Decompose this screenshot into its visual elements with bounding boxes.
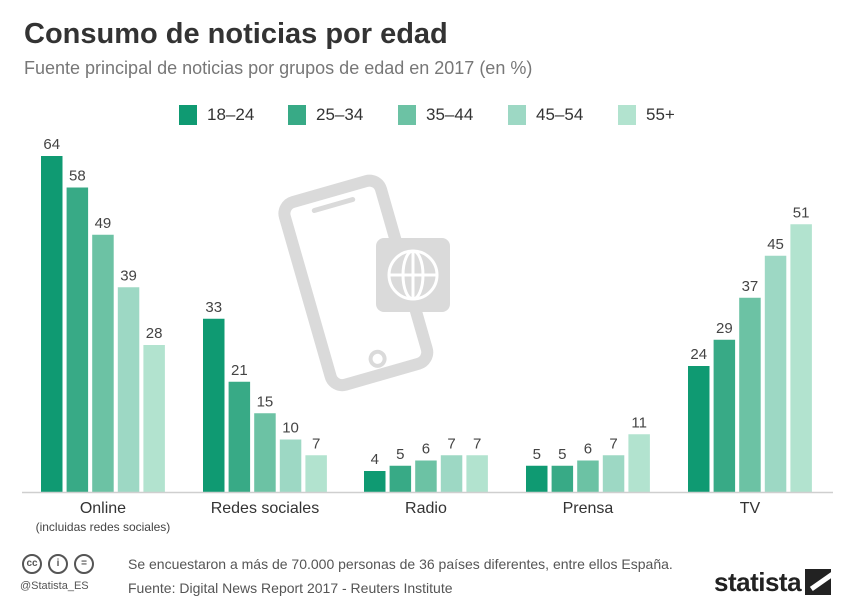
bar — [466, 455, 488, 492]
bar-value-label: 11 — [631, 414, 647, 431]
bar-value-label: 21 — [231, 362, 248, 379]
category-label: Online — [80, 500, 126, 517]
bar-value-label: 37 — [742, 278, 759, 295]
bar — [66, 187, 89, 492]
bar — [117, 287, 140, 492]
bar-value-label: 49 — [95, 215, 112, 232]
bar — [389, 465, 412, 492]
legend-swatch — [618, 105, 636, 125]
category-labels-group: Online (incluidas redes sociales) Redes so… — [36, 500, 761, 534]
bar-value-label: 28 — [146, 325, 163, 342]
legend: 18–24 25–34 35–44 45–54 55+ — [0, 102, 853, 128]
bar-value-label: 5 — [558, 446, 566, 463]
chart-subtitle: Fuente principal de noticias por grupos … — [24, 58, 533, 78]
bar-value-label: 58 — [69, 168, 86, 185]
bar — [279, 439, 302, 492]
bar — [415, 460, 437, 492]
bar — [305, 455, 327, 492]
category-sublabel: (incluidas redes sociales) — [36, 520, 171, 534]
survey-note: Se encuestaron a más de 70.000 personas … — [128, 556, 673, 572]
statista-mark-icon — [805, 569, 832, 595]
legend-swatch — [288, 105, 306, 125]
bar-value-label: 24 — [690, 346, 707, 363]
bar — [364, 471, 386, 492]
bar — [790, 224, 812, 492]
bar-value-label: 4 — [371, 451, 379, 468]
legend-swatch — [398, 105, 416, 125]
legend-swatch — [179, 105, 197, 125]
phone-illustration-icon — [278, 174, 450, 392]
bar — [228, 381, 251, 492]
legend-label: 35–44 — [426, 105, 474, 124]
bar — [203, 318, 225, 492]
bar — [764, 255, 787, 492]
bar — [628, 434, 650, 492]
bar-value-label: 39 — [120, 267, 137, 284]
bar — [577, 460, 599, 492]
statista-logo[interactable]: statista — [714, 566, 832, 598]
license-icons: cc i = — [22, 554, 112, 578]
bar-value-label: 33 — [205, 299, 222, 316]
bar — [143, 345, 165, 492]
bar-value-label: 6 — [422, 441, 430, 458]
no-derivatives-icon: = — [74, 554, 94, 574]
bar — [713, 339, 736, 492]
category-label: Radio — [405, 500, 447, 517]
bar-value-label: 7 — [447, 435, 455, 452]
bar-value-label: 5 — [533, 446, 541, 463]
bar-value-label: 45 — [767, 236, 784, 253]
bar-value-label: 6 — [584, 441, 592, 458]
bar — [688, 366, 710, 492]
category-label: Prensa — [563, 500, 614, 517]
legend-swatch — [508, 105, 526, 125]
legend-label: 25–34 — [316, 105, 364, 124]
attribution-icon: i — [48, 554, 68, 574]
bar-value-label: 7 — [312, 435, 320, 452]
legend-label: 45–54 — [536, 105, 584, 124]
creative-commons-icon: cc — [22, 554, 42, 574]
legend-label: 55+ — [646, 105, 675, 124]
social-handle: @Statista_ES — [20, 580, 89, 592]
brand-name: statista — [714, 566, 802, 597]
category-label: Redes sociales — [211, 500, 320, 517]
bar — [41, 156, 63, 492]
bar-value-label: 5 — [396, 446, 404, 463]
legend-item-18-24: 18–24 — [179, 102, 254, 128]
bar-value-label: 29 — [716, 320, 733, 337]
legend-item-25-34: 25–34 — [288, 102, 363, 128]
bar-value-label: 15 — [257, 393, 274, 410]
source-text: Fuente: Digital News Report 2017 - Reute… — [128, 580, 453, 596]
legend-item-55-plus: 55+ — [618, 102, 675, 128]
legend-label: 18–24 — [207, 105, 255, 124]
bar-value-label: 10 — [282, 420, 299, 437]
legend-item-45-54: 45–54 — [508, 102, 583, 128]
bars-group — [41, 156, 812, 492]
chart-title: Consumo de noticias por edad — [24, 18, 448, 50]
bar-value-label: 64 — [43, 136, 60, 153]
bar — [602, 455, 625, 492]
bar — [440, 455, 463, 492]
bar — [739, 297, 761, 492]
bar — [551, 465, 574, 492]
legend-item-35-44: 35–44 — [398, 102, 473, 128]
bar — [92, 234, 114, 492]
bar-value-label: 7 — [473, 435, 481, 452]
bar-value-label: 7 — [609, 435, 617, 452]
category-label: TV — [740, 500, 761, 517]
bar — [526, 465, 548, 492]
bar — [254, 413, 276, 492]
bar-value-label: 51 — [793, 204, 810, 221]
